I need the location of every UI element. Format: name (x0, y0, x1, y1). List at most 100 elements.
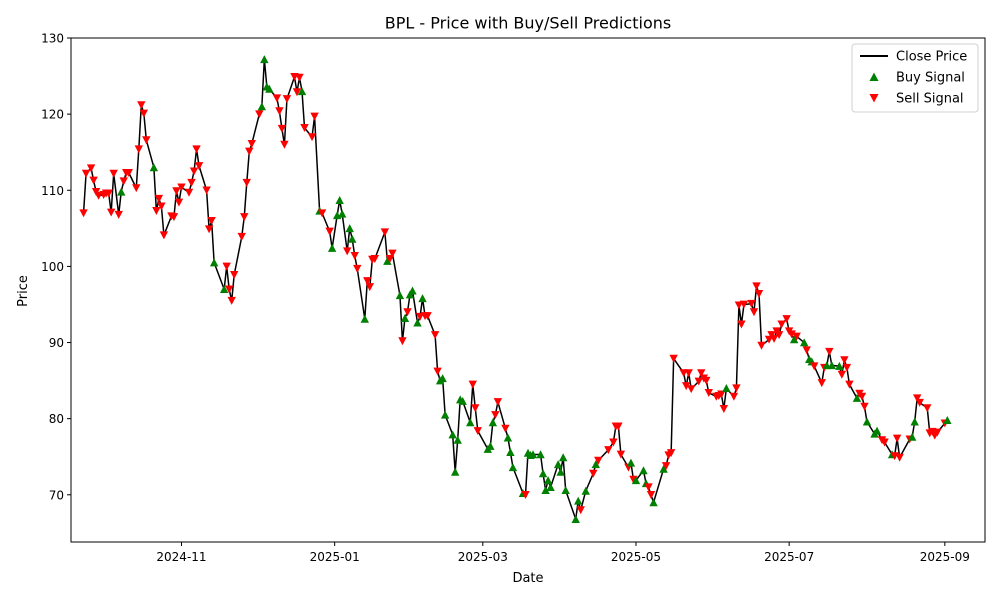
sell-signal-marker (694, 377, 703, 386)
x-axis-label: Date (512, 571, 543, 586)
sell-signal-marker (282, 95, 292, 104)
sell-signal-marker (491, 411, 500, 420)
sell-signal-marker (704, 388, 713, 397)
sell-signal-marker (222, 262, 231, 271)
sell-signal-marker (230, 270, 239, 279)
y-tick-label: 120 (41, 108, 64, 122)
sell-signal-marker (350, 251, 359, 260)
y-tick-label: 110 (41, 184, 64, 198)
buy-signal-marker (257, 102, 267, 111)
legend-box (851, 43, 979, 113)
sell-signal-marker (325, 227, 334, 236)
sell-signal-marker (275, 107, 284, 116)
sell-signal-marker (86, 164, 96, 173)
sell-signal-marker (202, 186, 211, 195)
buy-signal-marker (862, 417, 872, 426)
buy-signal-marker (337, 209, 347, 218)
buy-signal-marker (265, 84, 274, 93)
sell-signal-marker (614, 422, 623, 431)
buy-signal-marker (453, 435, 462, 444)
buy-signal-marker (400, 313, 410, 322)
buy-signal-marker (543, 476, 553, 485)
sell-signal-marker (737, 320, 746, 329)
x-tick-label: 2025-07 (764, 550, 814, 564)
buy-signal-marker (553, 460, 563, 469)
sell-signal-marker (734, 301, 744, 310)
sell-signal-marker (752, 282, 761, 291)
y-tick-label: 100 (41, 260, 64, 274)
sell-signal-marker (194, 162, 204, 171)
sell-signal-marker (242, 178, 251, 187)
sell-signal-marker (398, 337, 407, 346)
sell-signal-marker (255, 110, 264, 119)
sell-signal-marker (343, 247, 352, 256)
sell-signal-marker (473, 427, 482, 436)
sell-signal-marker (669, 354, 678, 363)
sell-signal-marker (207, 216, 216, 225)
sell-signal-marker (845, 380, 854, 389)
sell-signal-marker (172, 187, 181, 196)
sell-signal-marker (840, 356, 849, 365)
sell-signal-marker (403, 308, 412, 317)
buy-signal-marker (910, 417, 919, 426)
buy-signal-marker (827, 361, 837, 370)
sell-signal-marker (468, 380, 477, 389)
legend: Close Price Buy Signal Sell Signal (851, 43, 979, 113)
sell-signal-marker (388, 249, 397, 258)
sell-signal-marker (616, 450, 626, 459)
sell-signal-marker (177, 183, 186, 192)
sell-signal-marker (119, 177, 128, 186)
sell-signal-marker (415, 312, 425, 321)
sell-signal-marker (317, 209, 327, 218)
axes: 70 80 90 100 110 120 130 2024-11 2025-01 2025-03 2… (41, 32, 986, 564)
sell-signal-marker (684, 369, 693, 378)
buy-signal-marker (722, 384, 731, 392)
buy-signal-marker (418, 294, 427, 303)
sell-signal-marker (493, 398, 503, 407)
sell-signal-marker (681, 382, 691, 391)
plot-area (71, 38, 985, 542)
y-tick-label: 90 (49, 336, 64, 350)
x-tick-label: 2025-01 (310, 550, 360, 564)
sell-signal-marker (152, 207, 161, 216)
buy-signal-marker (508, 463, 518, 472)
sell-signal-marker (192, 145, 201, 154)
legend-sell-swatch (869, 93, 879, 103)
sell-signal-marker (576, 506, 585, 515)
sell-signal-marker (430, 331, 440, 340)
sell-signal-marker (892, 434, 902, 443)
sell-signal-marker (880, 438, 889, 447)
sell-signal-marker (915, 398, 924, 407)
buy-signal-marker (571, 514, 580, 523)
buy-signal-marker (835, 361, 844, 370)
sell-signal-marker (837, 370, 847, 379)
buy-signal-marker (574, 496, 583, 505)
sell-signal-marker (913, 394, 922, 403)
buy-signal-marker (626, 458, 636, 467)
sell-signal-marker (644, 483, 653, 492)
plot-background (71, 38, 985, 542)
sell-signal-marker (139, 109, 149, 118)
buy-signal-marker (943, 415, 952, 424)
sell-signal-marker (157, 202, 166, 211)
legend-entry-label: Sell Signal (896, 92, 964, 107)
buy-signal-marker (345, 224, 354, 233)
buy-signal-marker (260, 55, 269, 64)
buy-signal-marker (408, 286, 417, 295)
buy-signal-marker (591, 460, 600, 469)
sell-signal-marker (104, 189, 113, 198)
sell-signal-marker (860, 402, 869, 411)
sell-signal-marker (94, 191, 103, 200)
sell-signal-marker (159, 231, 169, 240)
plot-frame (70, 37, 986, 543)
legend-entry-label: Buy Signal (896, 71, 965, 86)
sell-signal-marker (310, 112, 319, 121)
sell-signal-marker (697, 369, 706, 378)
sell-signal-marker (589, 469, 598, 478)
chart-title: BPL - Price with Buy/Sell Predictions (385, 14, 671, 33)
sell-signal-marker (106, 208, 116, 217)
buy-signal-marker (649, 498, 658, 507)
buy-signal-marker (561, 486, 570, 495)
legend-buy-swatch (869, 72, 879, 82)
